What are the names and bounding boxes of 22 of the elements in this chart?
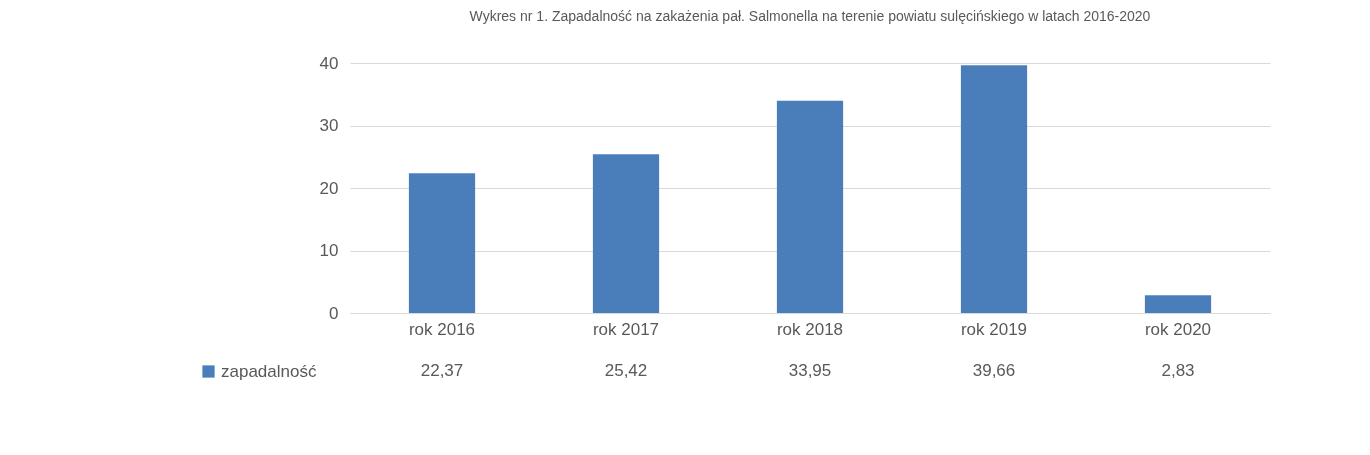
x-tick-label: rok 2017	[592, 319, 660, 339]
legend-label: zapadalność	[221, 361, 317, 381]
data-label: 2,83	[1161, 361, 1195, 380]
bar	[776, 100, 844, 313]
y-tick-label: 40	[319, 53, 339, 73]
data-label: 39,66	[972, 361, 1016, 380]
x-tick-label: rok 2018	[776, 319, 844, 339]
bar	[960, 65, 1028, 313]
data-label: 22,37	[420, 361, 464, 380]
x-tick-label: rok 2019	[960, 319, 1028, 339]
y-tick-label: 0	[329, 303, 339, 323]
bar	[408, 173, 476, 313]
y-tick-label: 20	[319, 178, 339, 198]
bar	[592, 154, 660, 313]
y-tick-label: 10	[319, 241, 339, 260]
x-tick-label: rok 2020	[1144, 319, 1212, 339]
y-tick-label: 30	[319, 116, 339, 135]
bar	[1144, 295, 1212, 313]
data-label: 25,42	[604, 361, 648, 380]
x-tick-label: rok 2016	[408, 319, 476, 339]
data-label: 33,95	[788, 361, 832, 380]
chart-title: Wykres nr 1. Zapadalność na zakażenia pał. Salmonella na terenie powiatu sulęcińskiego w latach 2016-2020	[469, 8, 1151, 24]
